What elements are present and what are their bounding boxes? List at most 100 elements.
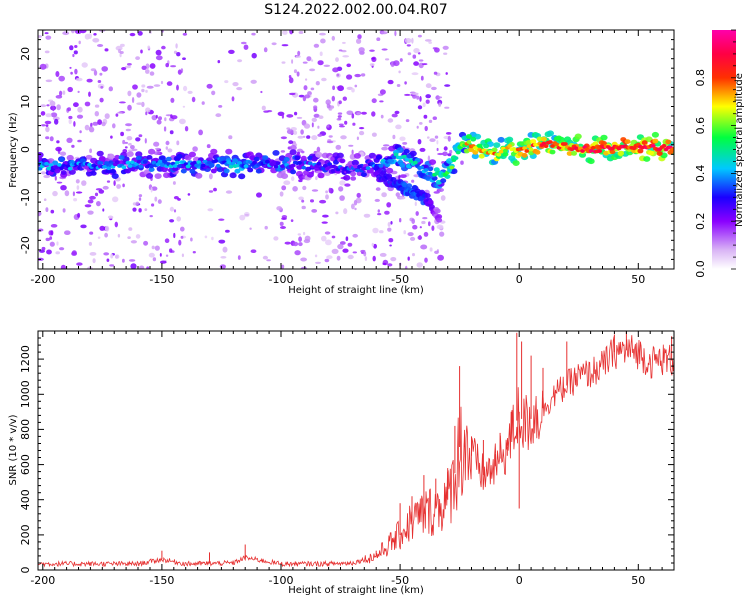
noise-blob: [296, 151, 300, 155]
noise-blob: [106, 258, 110, 262]
noise-blob: [356, 38, 362, 44]
noise-blob: [263, 47, 268, 53]
noise-blob: [178, 239, 182, 246]
noise-blob: [291, 59, 294, 64]
noise-blob: [44, 32, 49, 35]
noise-blob: [315, 261, 321, 264]
ridge-core-mark: [129, 160, 135, 165]
noise-blob: [338, 116, 341, 120]
ridge-halo-mark: [229, 172, 237, 179]
noise-blob: [417, 139, 422, 145]
noise-blob: [442, 151, 448, 157]
noise-blob: [173, 209, 177, 213]
noise-blob: [143, 240, 149, 246]
ridge-core-mark: [541, 141, 547, 146]
ridge-band-mark: [555, 135, 562, 141]
noise-blob: [381, 146, 388, 151]
noise-blob: [77, 106, 83, 113]
noise-blob: [398, 174, 401, 181]
noise-blob: [431, 225, 435, 231]
noise-blob: [303, 85, 308, 91]
noise-blob: [281, 217, 287, 220]
noise-blob: [88, 241, 92, 246]
ridge-band-mark: [476, 143, 483, 149]
noise-blob: [435, 95, 441, 100]
noise-blob: [39, 63, 47, 70]
noise-blob: [97, 119, 102, 125]
noise-blob: [251, 32, 256, 36]
noise-blob: [149, 71, 155, 76]
noise-blob: [338, 186, 344, 192]
noise-blob: [341, 49, 347, 53]
ridge-band-mark: [105, 168, 112, 174]
noise-blob: [410, 236, 416, 241]
noise-blob: [342, 248, 349, 253]
noise-blob: [326, 140, 334, 144]
ridge-halo-mark: [343, 174, 351, 181]
ridge-core-mark: [127, 164, 133, 168]
snr-y-tick-label: 1200: [19, 345, 32, 373]
noise-blob: [313, 105, 318, 110]
noise-blob: [385, 58, 390, 61]
noise-blob: [127, 90, 132, 97]
snr-x-tick-label: -100: [269, 574, 294, 587]
ridge-halo-mark: [428, 159, 437, 166]
noise-blob: [280, 136, 287, 140]
noise-blob: [179, 118, 186, 125]
noise-blob: [87, 210, 94, 215]
noise-blob: [326, 124, 330, 128]
noise-blob: [406, 44, 411, 47]
noise-blob: [266, 259, 271, 262]
noise-blob: [169, 130, 174, 135]
noise-blob: [404, 38, 412, 44]
noise-blob: [132, 84, 138, 90]
spectrogram-y-tick-label: 10: [19, 95, 32, 109]
ridge-core-mark: [352, 164, 358, 169]
noise-blob: [372, 227, 379, 234]
noise-blob: [300, 129, 304, 135]
noise-blob: [332, 67, 339, 73]
noise-blob: [297, 135, 304, 139]
ridge-core-mark: [412, 160, 418, 165]
noise-blob: [280, 150, 286, 153]
noise-blob: [100, 85, 104, 89]
noise-blob: [224, 80, 229, 84]
noise-blob: [356, 112, 361, 115]
noise-blob: [416, 125, 419, 129]
noise-blob: [445, 132, 452, 135]
ridge-band-mark: [180, 168, 187, 174]
noise-blob: [213, 187, 217, 192]
noise-blob: [337, 243, 344, 250]
ridge-core-mark: [406, 154, 412, 159]
noise-blob: [88, 91, 91, 97]
noise-blob: [298, 236, 302, 242]
noise-blob: [281, 61, 286, 64]
noise-blob: [107, 215, 114, 219]
noise-blob: [325, 194, 329, 200]
noise-blob: [173, 232, 176, 239]
spectrogram-y-tick-label: 20: [19, 47, 32, 61]
ridge-core-mark: [57, 163, 62, 167]
colorbar: 0.0 0.2 0.4 0.6 0.8 Normalized spectral ampl…: [694, 29, 745, 278]
noise-blob: [150, 187, 153, 193]
noise-blob: [427, 136, 430, 139]
ridge-core-mark: [297, 160, 302, 165]
noise-blob: [396, 84, 401, 87]
noise-blob: [352, 251, 357, 254]
noise-blob: [115, 254, 120, 259]
ridge-band-mark: [114, 154, 121, 160]
noise-blob: [281, 185, 287, 191]
noise-blob: [292, 186, 298, 192]
noise-blob: [417, 52, 421, 55]
noise-blob: [182, 32, 188, 36]
noise-blob: [346, 74, 353, 80]
ridge-halo-mark: [497, 136, 505, 143]
ridge-core-mark: [114, 160, 120, 165]
ridge-band-mark: [652, 138, 659, 144]
noise-blob: [425, 94, 432, 99]
ridge-band-mark: [165, 156, 172, 162]
noise-blob: [99, 225, 105, 231]
noise-blob: [169, 248, 173, 253]
noise-blob: [175, 43, 178, 49]
ridge-halo-mark: [135, 151, 143, 158]
